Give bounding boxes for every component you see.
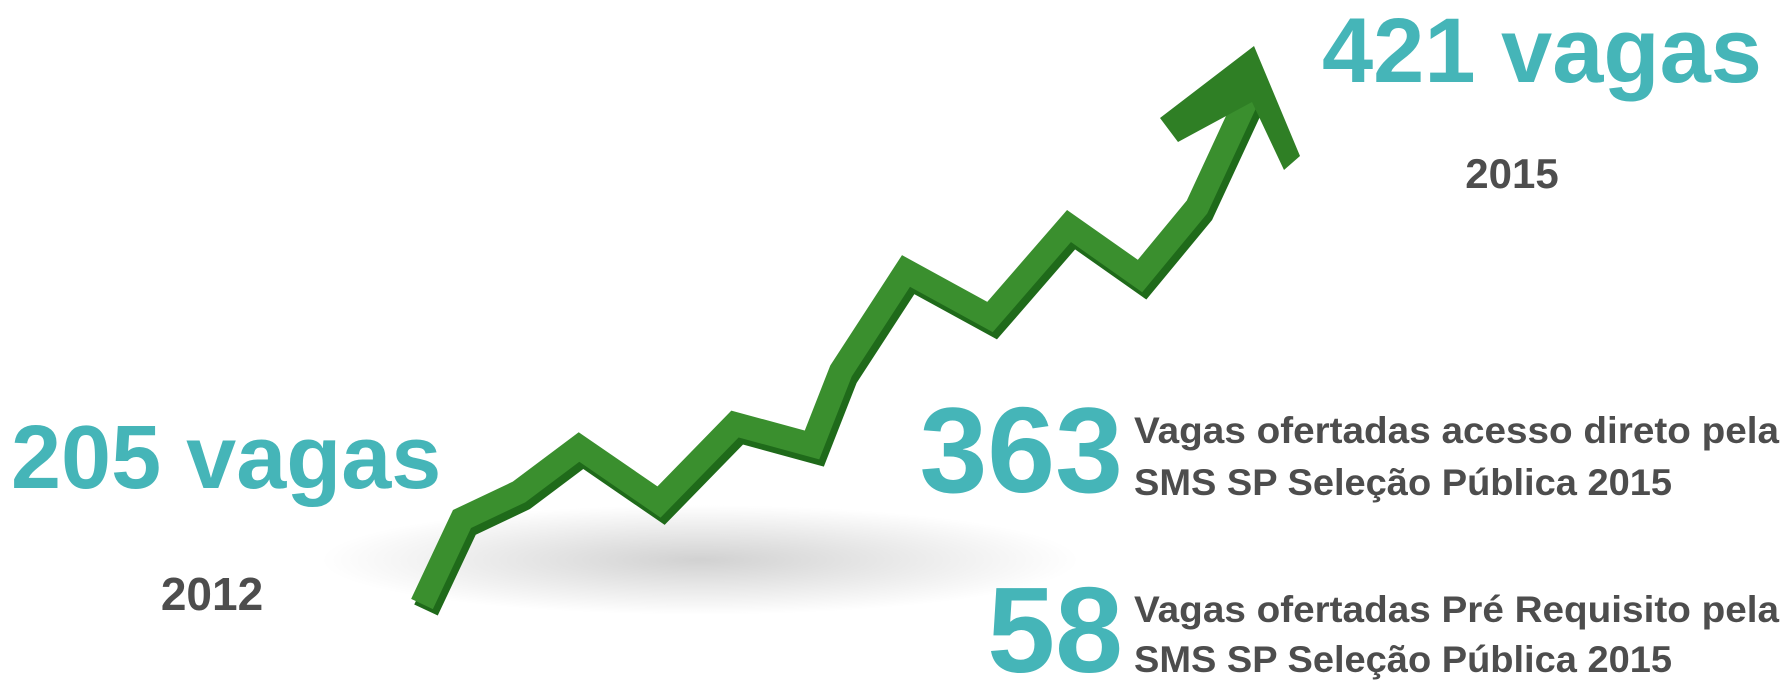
growth-arrow bbox=[320, 46, 1300, 615]
breakdown-number: 58 bbox=[987, 562, 1123, 683]
breakdown-text: Vagas ofertadas Pré Requisito pela bbox=[1134, 589, 1779, 630]
breakdown-text: SMS SP Seleção Pública 2015 bbox=[1134, 462, 1672, 503]
breakdown-number: 363 bbox=[919, 382, 1123, 518]
end-amount: 421 vagas bbox=[1322, 0, 1762, 102]
breakdown-text: SMS SP Seleção Pública 2015 bbox=[1134, 639, 1672, 680]
infographic: 421 vagas 2015 205 vagas 2012 363 Vagas … bbox=[0, 0, 1787, 683]
end-year: 2015 bbox=[1465, 150, 1558, 197]
start-amount: 205 vagas bbox=[11, 408, 441, 508]
breakdown-text: Vagas ofertadas acesso direto pela bbox=[1134, 410, 1779, 451]
start-year: 2012 bbox=[161, 568, 263, 620]
